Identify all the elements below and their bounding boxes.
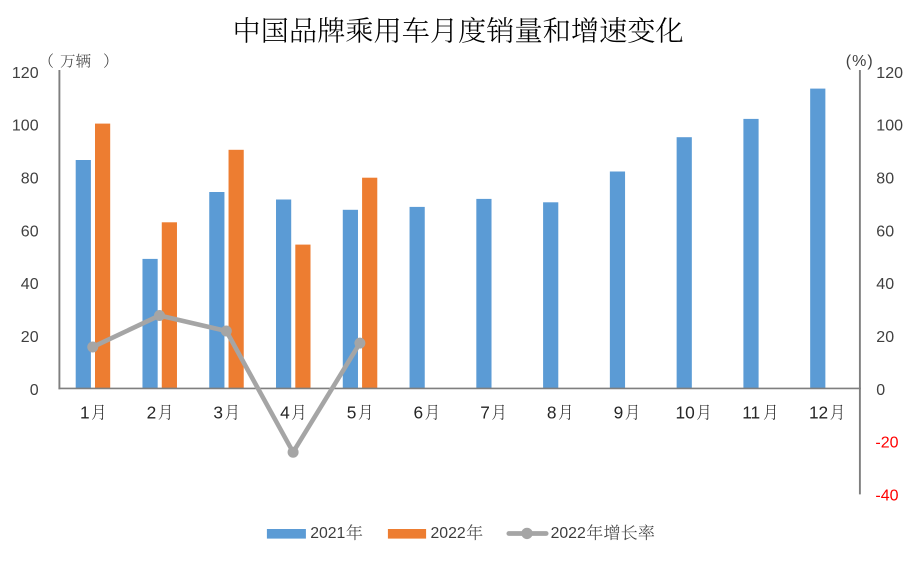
svg-text:2022: 2022 bbox=[551, 525, 586, 542]
svg-text:1: 1 bbox=[80, 403, 90, 423]
svg-text:0: 0 bbox=[876, 382, 885, 399]
svg-text:0: 0 bbox=[30, 382, 39, 399]
svg-text:120: 120 bbox=[12, 65, 39, 82]
svg-text:8: 8 bbox=[547, 403, 557, 423]
svg-text:2022: 2022 bbox=[431, 525, 466, 542]
svg-text:10: 10 bbox=[676, 403, 695, 423]
svg-text:12: 12 bbox=[809, 403, 828, 423]
svg-text:(%): (%) bbox=[846, 53, 874, 70]
svg-text:40: 40 bbox=[21, 276, 39, 293]
svg-text:20: 20 bbox=[21, 329, 39, 346]
svg-text:20: 20 bbox=[876, 329, 894, 346]
svg-text:5: 5 bbox=[347, 403, 357, 423]
svg-text:60: 60 bbox=[876, 223, 894, 240]
svg-text:100: 100 bbox=[876, 118, 903, 135]
svg-text:2021: 2021 bbox=[310, 525, 345, 542]
svg-text:-20: -20 bbox=[875, 435, 898, 452]
svg-text:7: 7 bbox=[480, 403, 490, 423]
svg-text:11: 11 bbox=[742, 403, 760, 423]
svg-text:-40: -40 bbox=[875, 488, 898, 505]
svg-text:2: 2 bbox=[147, 403, 157, 423]
svg-text:80: 80 bbox=[876, 170, 894, 187]
svg-text:4: 4 bbox=[280, 403, 290, 423]
svg-text:3: 3 bbox=[213, 403, 223, 423]
svg-text:80: 80 bbox=[21, 170, 39, 187]
svg-text:60: 60 bbox=[21, 223, 39, 240]
svg-text:120: 120 bbox=[876, 65, 903, 82]
svg-text:40: 40 bbox=[876, 276, 894, 293]
svg-text:9: 9 bbox=[614, 403, 624, 423]
svg-text:100: 100 bbox=[12, 118, 39, 135]
svg-text:6: 6 bbox=[413, 403, 423, 423]
